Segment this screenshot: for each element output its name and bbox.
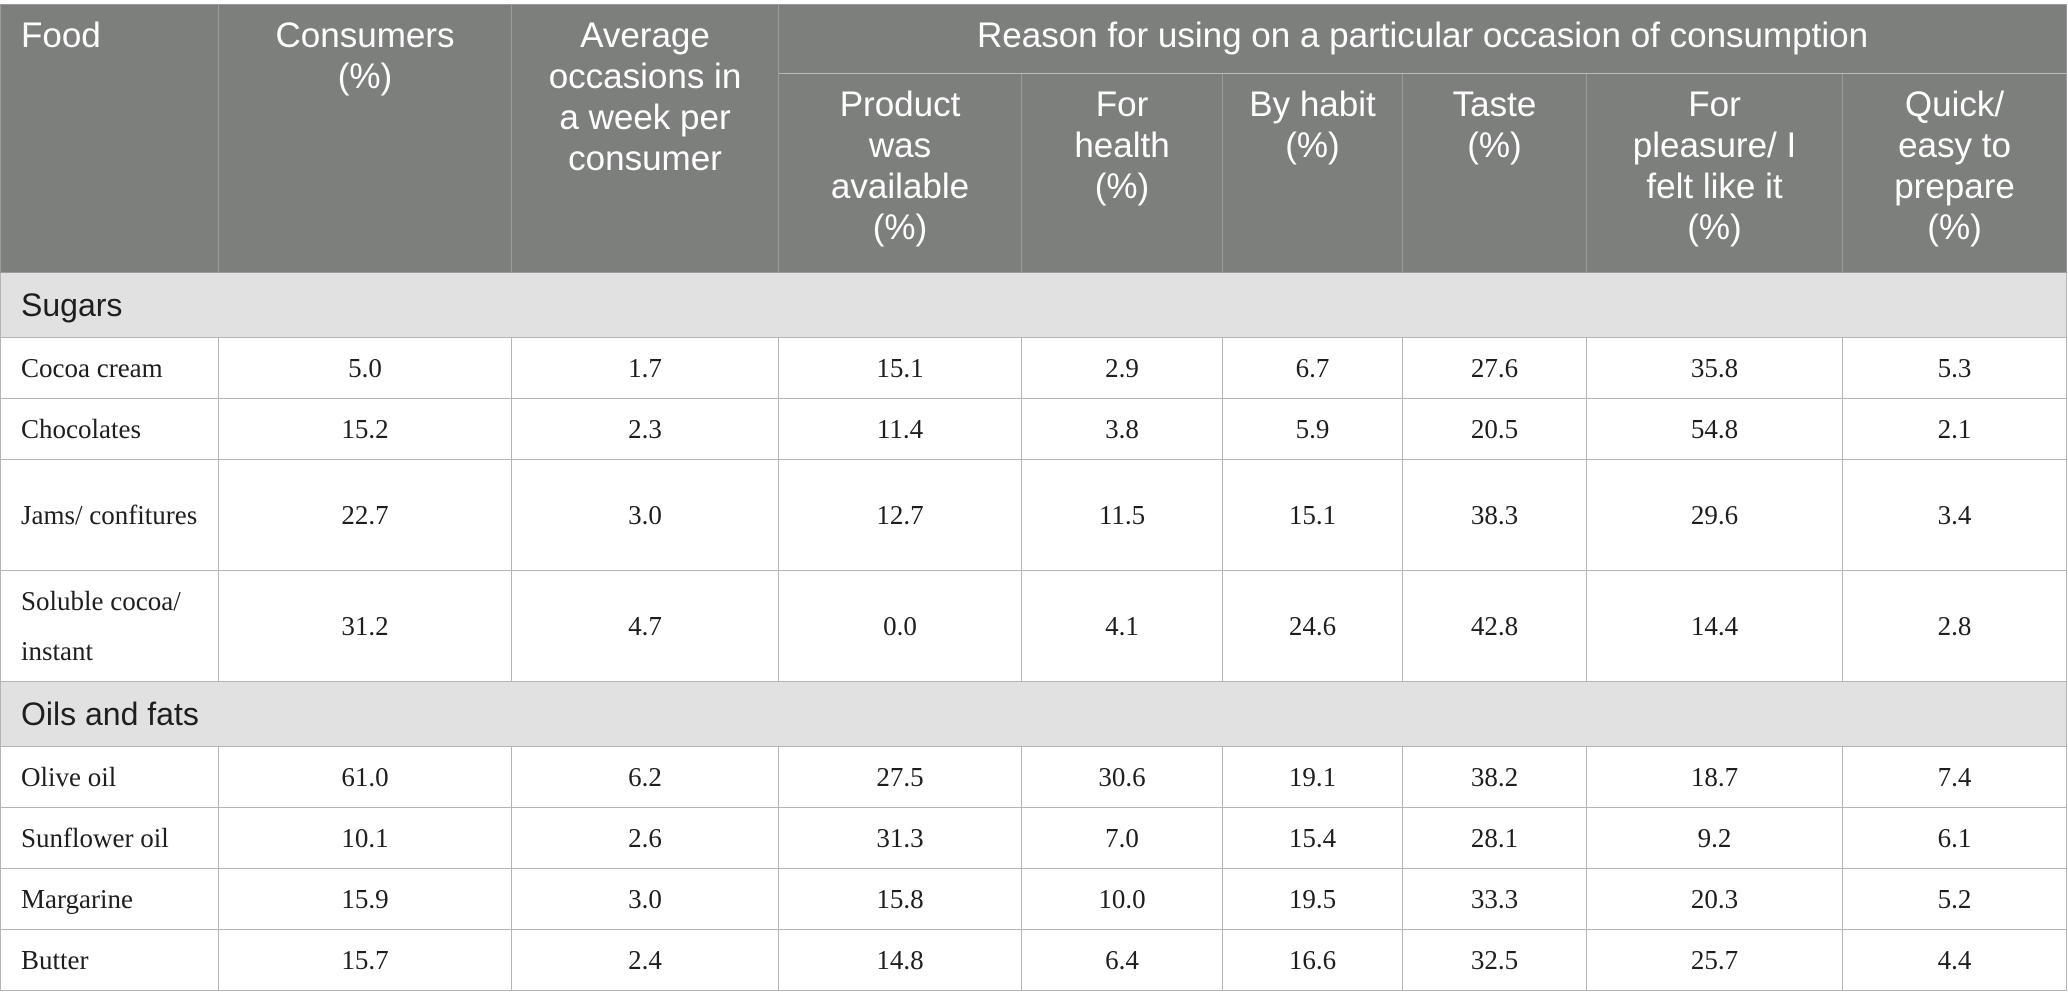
value-cell: 42.8: [1402, 570, 1587, 682]
value-cell: 15.7: [218, 929, 512, 991]
value-cell: 32.5: [1402, 929, 1587, 991]
value-cell: 9.2: [1586, 807, 1843, 869]
value-cell: 30.6: [1021, 746, 1223, 808]
table-row: Cocoa cream 5.0 1.7 15.1 2.9 6.7 27.6 35.8 5.3: [0, 337, 2068, 399]
value-cell: 11.4: [778, 398, 1022, 460]
value-cell: 7.0: [1021, 807, 1223, 869]
table-row: Soluble cocoa/ instant 31.2 4.7 0.0 4.1 24.6 4…: [0, 570, 2068, 682]
value-cell: 14.8: [778, 929, 1022, 991]
value-cell: 6.1: [1841, 807, 2068, 869]
header-reason-group: Reason for using on a particular occasio…: [777, 4, 2068, 74]
value-cell: 61.0: [218, 746, 512, 808]
table-body: Sugars Cocoa cream 5.0 1.7 15.1 2.9 6.7 27.6 35.…: [0, 272, 2068, 991]
value-cell: 11.5: [1021, 459, 1223, 571]
value-cell: 7.4: [1841, 746, 2068, 808]
value-cell: 2.8: [1841, 570, 2068, 682]
header-for-pleasure: For pleasure/ I felt like it (%): [1586, 73, 1843, 273]
header-average-occasions: Average occasions in a week per consumer: [511, 4, 779, 273]
header-consumers: Consumers (%): [218, 4, 512, 273]
value-cell: 2.3: [511, 398, 779, 460]
table-row: Jams/ confitures 22.7 3.0 12.7 11.5 15.1 38.3 2…: [0, 459, 2068, 571]
value-cell: 15.9: [218, 868, 512, 930]
value-cell: 4.7: [511, 570, 779, 682]
value-cell: 2.6: [511, 807, 779, 869]
value-cell: 10.1: [218, 807, 512, 869]
value-cell: 10.0: [1021, 868, 1223, 930]
food-name-cell: Butter: [0, 929, 219, 991]
value-cell: 16.6: [1222, 929, 1403, 991]
value-cell: 2.4: [511, 929, 779, 991]
food-name-cell: Soluble cocoa/ instant: [0, 570, 219, 682]
value-cell: 15.1: [1222, 459, 1403, 571]
value-cell: 6.4: [1021, 929, 1223, 991]
value-cell: 12.7: [778, 459, 1022, 571]
value-cell: 2.1: [1841, 398, 2068, 460]
value-cell: 35.8: [1586, 337, 1843, 399]
value-cell: 3.8: [1021, 398, 1223, 460]
value-cell: 15.4: [1222, 807, 1403, 869]
value-cell: 18.7: [1586, 746, 1843, 808]
value-cell: 3.4: [1841, 459, 2068, 571]
value-cell: 14.4: [1586, 570, 1843, 682]
food-consumption-table: Food Consumers (%) Average occasions in …: [0, 4, 2068, 991]
table-row: Sunflower oil 10.1 2.6 31.3 7.0 15.4 28.1 9.2 6.…: [0, 807, 2068, 869]
value-cell: 2.9: [1021, 337, 1223, 399]
value-cell: 15.8: [778, 868, 1022, 930]
value-cell: 31.2: [218, 570, 512, 682]
value-cell: 15.2: [218, 398, 512, 460]
value-cell: 29.6: [1586, 459, 1843, 571]
value-cell: 20.3: [1586, 868, 1843, 930]
value-cell: 4.1: [1021, 570, 1223, 682]
value-cell: 54.8: [1586, 398, 1843, 460]
value-cell: 1.7: [511, 337, 779, 399]
value-cell: 27.6: [1402, 337, 1587, 399]
value-cell: 5.3: [1841, 337, 2068, 399]
value-cell: 25.7: [1586, 929, 1843, 991]
food-name-cell: Olive oil: [0, 746, 219, 808]
value-cell: 33.3: [1402, 868, 1587, 930]
value-cell: 31.3: [778, 807, 1022, 869]
value-cell: 27.5: [778, 746, 1022, 808]
table-row: Butter 15.7 2.4 14.8 6.4 16.6 32.5 25.7 4.4: [0, 929, 2068, 991]
food-name-cell: Cocoa cream: [0, 337, 219, 399]
header-for-health: For health (%): [1021, 73, 1223, 273]
value-cell: 5.2: [1841, 868, 2068, 930]
value-cell: 15.1: [778, 337, 1022, 399]
value-cell: 5.9: [1222, 398, 1403, 460]
food-name-cell: Margarine: [0, 868, 219, 930]
food-name-cell: Jams/ confitures: [0, 459, 219, 571]
value-cell: 4.4: [1841, 929, 2068, 991]
value-cell: 20.5: [1402, 398, 1587, 460]
table-row: Chocolates 15.2 2.3 11.4 3.8 5.9 20.5 54.8 2.1: [0, 398, 2068, 460]
table-header: Food Consumers (%) Average occasions in …: [0, 4, 2068, 273]
header-quick-easy: Quick/ easy to prepare (%): [1841, 73, 2068, 273]
category-label: Sugars: [0, 272, 2068, 338]
value-cell: 6.7: [1222, 337, 1403, 399]
value-cell: 6.2: [511, 746, 779, 808]
header-by-habit: By habit (%): [1222, 73, 1403, 273]
value-cell: 3.0: [511, 459, 779, 571]
header-food: Food: [0, 4, 219, 273]
value-cell: 24.6: [1222, 570, 1403, 682]
value-cell: 3.0: [511, 868, 779, 930]
value-cell: 19.1: [1222, 746, 1403, 808]
value-cell: 5.0: [218, 337, 512, 399]
value-cell: 38.2: [1402, 746, 1587, 808]
table-row: Margarine 15.9 3.0 15.8 10.0 19.5 33.3 20.3 5.2: [0, 868, 2068, 930]
food-name-cell: Sunflower oil: [0, 807, 219, 869]
category-row: Oils and fats: [0, 681, 2068, 747]
food-name-cell: Chocolates: [0, 398, 219, 460]
value-cell: 28.1: [1402, 807, 1587, 869]
header-taste: Taste (%): [1402, 73, 1587, 273]
category-label: Oils and fats: [0, 681, 2068, 747]
value-cell: 0.0: [778, 570, 1022, 682]
value-cell: 38.3: [1402, 459, 1587, 571]
header-product-was-available: Product was available (%): [778, 73, 1022, 273]
category-row: Sugars: [0, 272, 2068, 338]
value-cell: 22.7: [218, 459, 512, 571]
table-row: Olive oil 61.0 6.2 27.5 30.6 19.1 38.2 18.7 7.4: [0, 746, 2068, 808]
value-cell: 19.5: [1222, 868, 1403, 930]
